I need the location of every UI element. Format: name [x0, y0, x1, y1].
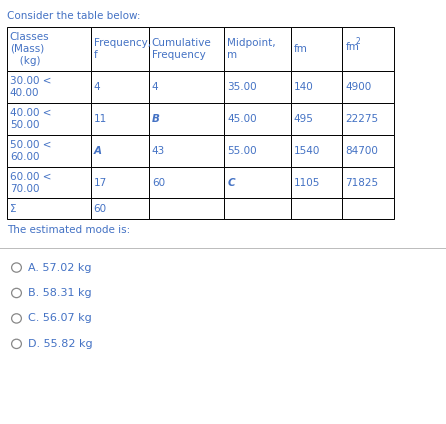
Text: The estimated mode is:: The estimated mode is: [7, 225, 130, 235]
Text: 17: 17 [94, 178, 107, 187]
Text: 55.00: 55.00 [227, 146, 257, 156]
Text: 4900: 4900 [346, 82, 372, 92]
Bar [7, 167, 91, 198]
Text: 140: 140 [294, 82, 314, 92]
Text: Frequency,
f: Frequency, f [94, 38, 151, 60]
Bar [91, 71, 149, 103]
Bar [149, 198, 224, 219]
Bar [291, 167, 343, 198]
Text: 1540: 1540 [294, 146, 320, 156]
Text: 2: 2 [355, 37, 360, 46]
Bar [343, 71, 394, 103]
Text: 4: 4 [152, 82, 158, 92]
Bar [91, 27, 149, 71]
Bar [343, 167, 394, 198]
Bar [291, 71, 343, 103]
Bar [91, 135, 149, 167]
Text: D. 55.82 kg: D. 55.82 kg [28, 339, 93, 349]
Bar [91, 167, 149, 198]
Bar [224, 167, 291, 198]
Text: fm: fm [294, 44, 308, 54]
Bar [7, 27, 91, 71]
Bar [291, 198, 343, 219]
Bar [224, 135, 291, 167]
Bar [149, 71, 224, 103]
Text: 495: 495 [294, 114, 314, 124]
Text: 22275: 22275 [346, 114, 379, 124]
Text: 4: 4 [94, 82, 100, 92]
Text: 40.00 <
50.00: 40.00 < 50.00 [10, 108, 51, 130]
Text: 30.00 <
40.00: 30.00 < 40.00 [10, 76, 51, 98]
Text: A: A [94, 146, 102, 156]
Bar [91, 103, 149, 135]
Bar [343, 27, 394, 71]
Text: 45.00: 45.00 [227, 114, 257, 124]
Text: C. 56.07 kg: C. 56.07 kg [28, 313, 92, 324]
Text: Midpoint,
m: Midpoint, m [227, 38, 276, 60]
Bar [224, 27, 291, 71]
Text: 50.00 <
60.00: 50.00 < 60.00 [10, 140, 51, 162]
Bar [291, 27, 343, 71]
Text: C: C [227, 178, 235, 187]
Bar [343, 103, 394, 135]
Bar [224, 198, 291, 219]
Text: Classes
(Mass)
   (kg): Classes (Mass) (kg) [10, 32, 50, 66]
Text: B: B [152, 114, 160, 124]
Bar [224, 71, 291, 103]
Text: 71825: 71825 [346, 178, 379, 187]
Text: 60: 60 [94, 204, 107, 214]
Bar [7, 71, 91, 103]
Text: 84700: 84700 [346, 146, 378, 156]
Bar [91, 198, 149, 219]
Text: A. 57.02 kg: A. 57.02 kg [28, 262, 91, 273]
Text: 35.00: 35.00 [227, 82, 257, 92]
Text: Σ: Σ [10, 204, 17, 214]
Text: 11: 11 [94, 114, 107, 124]
Bar [291, 135, 343, 167]
Bar [7, 135, 91, 167]
Bar [149, 27, 224, 71]
Bar [149, 103, 224, 135]
Bar [7, 198, 91, 219]
Bar [343, 135, 394, 167]
Text: 43: 43 [152, 146, 165, 156]
Bar [149, 167, 224, 198]
Bar [224, 103, 291, 135]
Text: Cumulative
Frequency: Cumulative Frequency [152, 38, 211, 60]
Bar [149, 135, 224, 167]
Bar [291, 103, 343, 135]
Text: Consider the table below:: Consider the table below: [7, 11, 140, 21]
Bar [343, 198, 394, 219]
Text: 60: 60 [152, 178, 165, 187]
Text: 1105: 1105 [294, 178, 320, 187]
Text: B. 58.31 kg: B. 58.31 kg [28, 288, 92, 298]
Text: 60.00 <
70.00: 60.00 < 70.00 [10, 172, 51, 193]
Text: fm: fm [346, 42, 359, 52]
Bar [7, 103, 91, 135]
